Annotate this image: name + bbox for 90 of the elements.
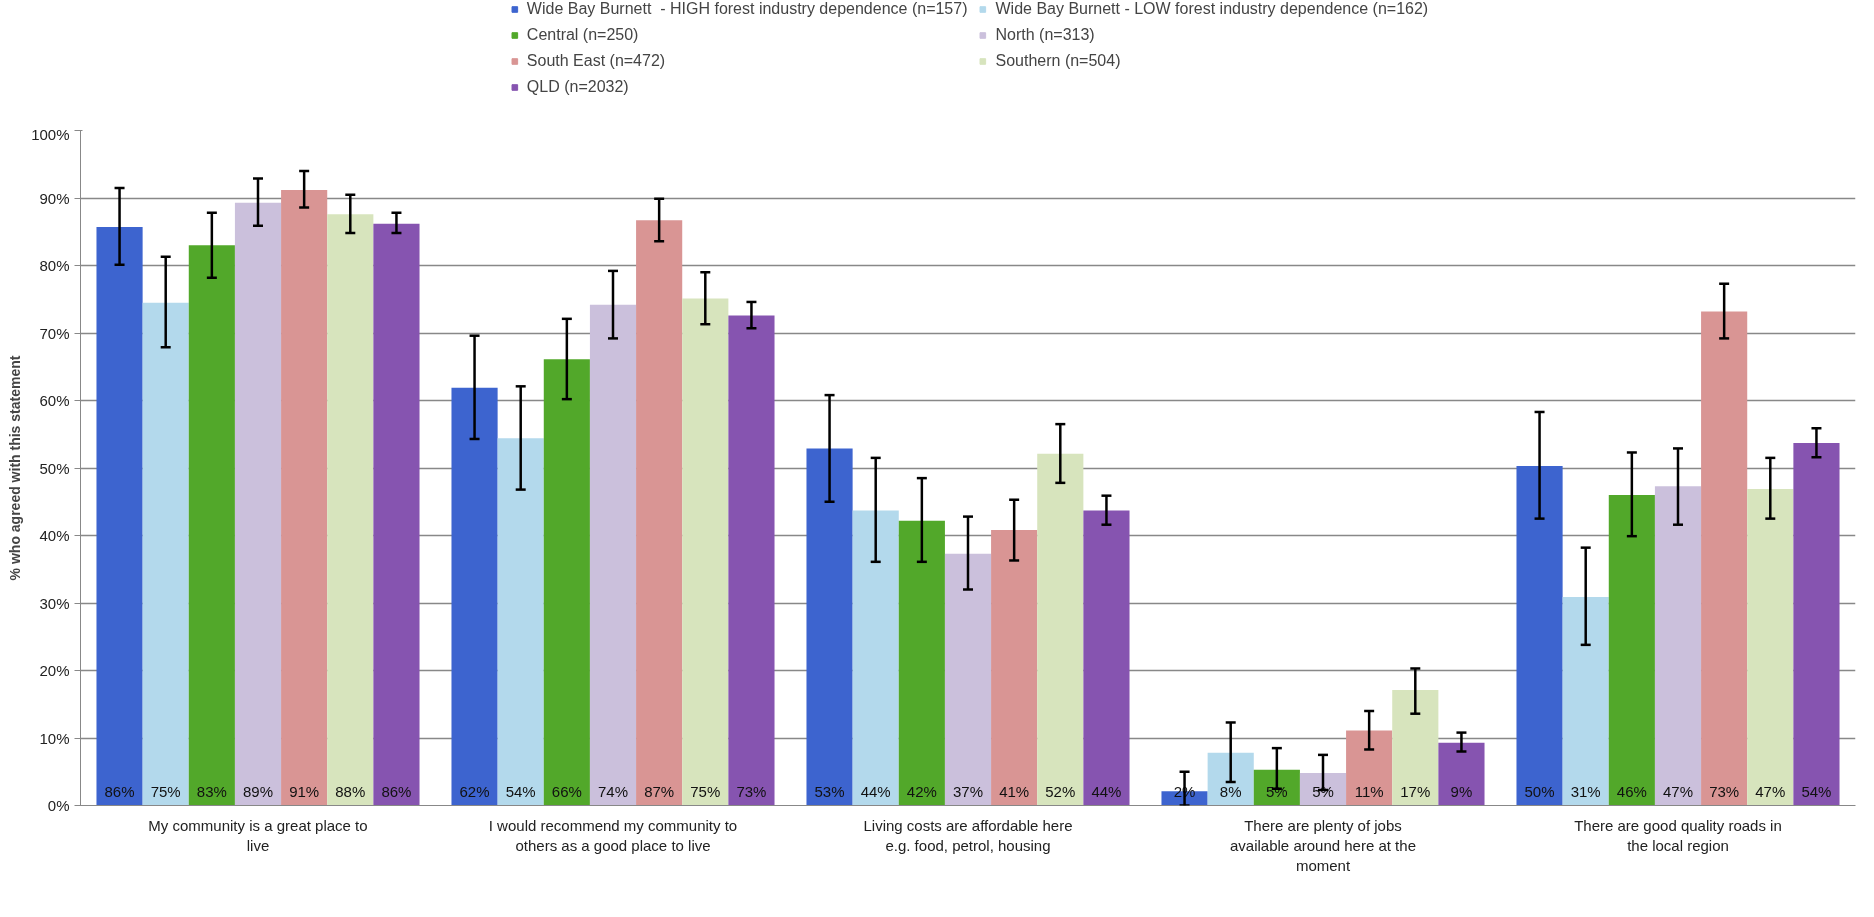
bar — [1562, 596, 1609, 806]
bar — [1438, 742, 1485, 806]
data-label: 54% — [505, 782, 536, 800]
bar — [1701, 311, 1748, 806]
bar — [1516, 465, 1563, 806]
data-label: 11% — [1354, 782, 1384, 800]
bar — [1346, 730, 1393, 806]
data-label: 44% — [1091, 782, 1122, 800]
data-label: 31% — [1570, 782, 1601, 800]
data-label: 75% — [150, 782, 181, 800]
bar — [1608, 495, 1655, 806]
y-tick-label: 60% — [39, 392, 70, 409]
y-tick-label: 80% — [39, 257, 70, 274]
data-label: 41% — [999, 782, 1030, 800]
x-tick-label: Living costs are affordable here e.g. food, petrol, housing — [863, 816, 1073, 854]
bar — [1083, 510, 1130, 806]
data-label: 52% — [1045, 782, 1076, 800]
bar — [682, 298, 729, 806]
y-tick-label: 20% — [39, 662, 70, 679]
y-tick-label: 0% — [47, 797, 70, 814]
y-tick-label: 30% — [39, 594, 70, 612]
bar — [991, 530, 1038, 806]
x-tick-label: My community is a great place to live — [148, 816, 368, 854]
data-label: 46% — [1616, 782, 1647, 800]
bar — [852, 510, 899, 806]
bar — [188, 245, 235, 806]
data-label: 42% — [906, 782, 937, 800]
data-label: 91% — [289, 782, 320, 800]
bar — [728, 315, 775, 806]
bar — [1299, 773, 1347, 806]
bar — [1392, 690, 1439, 806]
bar — [451, 387, 498, 806]
data-label: 86% — [104, 782, 135, 800]
legend-label: Central (n=250) — [526, 26, 639, 44]
bar — [1793, 443, 1840, 806]
data-label: 88% — [335, 782, 366, 800]
bar — [1207, 752, 1254, 806]
data-label: 73% — [1709, 782, 1740, 800]
bar — [636, 220, 683, 806]
bar — [1037, 453, 1084, 806]
data-label: 89% — [242, 782, 274, 800]
data-label: 17% — [1400, 782, 1431, 800]
legend-label: Wide Bay Burnett - HIGH forest industry dependence (n=157) — [526, 0, 968, 18]
data-label: 87% — [644, 782, 675, 800]
legend-label: Wide Bay Burnett - LOW forest industry dependence (n=162) — [995, 0, 1429, 18]
bar — [142, 302, 189, 806]
y-tick-label: 70% — [39, 324, 70, 342]
data-label: 75% — [690, 782, 721, 800]
data-label: 73% — [736, 782, 767, 800]
y-tick-label: 50% — [39, 459, 70, 477]
legend-label: Southern (n=504) — [995, 52, 1121, 70]
bar — [96, 227, 143, 806]
legend-label: QLD (n=2032) — [526, 78, 629, 96]
y-tick-label: 40% — [39, 527, 70, 544]
data-label: 44% — [860, 782, 891, 800]
data-label: 54% — [1801, 782, 1832, 800]
bar — [497, 438, 544, 806]
y-tick-label: 10% — [39, 729, 70, 747]
data-label: 53% — [814, 782, 845, 800]
data-label: 86% — [381, 782, 412, 800]
x-tick-label: There are plenty of jobs available around here at the moment — [1230, 816, 1416, 875]
data-label: 74% — [597, 782, 629, 800]
data-label: 50% — [1524, 782, 1555, 800]
data-label: 37% — [952, 782, 984, 800]
data-label: 8% — [1219, 782, 1242, 800]
bar — [281, 189, 328, 806]
bar — [543, 359, 590, 806]
y-tick-label: 90% — [39, 189, 70, 207]
bar — [234, 202, 282, 806]
data-label: 47% — [1662, 782, 1694, 800]
y-axis-title: % who agreed with this statement — [7, 355, 24, 581]
data-label: 62% — [459, 782, 490, 800]
x-tick-label: There are good quality roads in the local region — [1574, 816, 1782, 854]
data-label: 9% — [1450, 782, 1473, 800]
data-label: 66% — [551, 782, 582, 800]
bar — [327, 214, 374, 806]
bar — [373, 223, 420, 806]
data-label: 47% — [1755, 782, 1786, 800]
bar — [589, 304, 637, 806]
y-tick-label: 100% — [31, 125, 70, 143]
bar — [1747, 488, 1794, 806]
data-label: 83% — [196, 782, 227, 800]
bar — [898, 520, 945, 806]
bar — [806, 448, 853, 806]
x-tick-label: I would recommend my community to others as a good place to live — [488, 816, 738, 854]
bar — [944, 553, 992, 806]
bar — [1253, 769, 1300, 806]
legend-label: North (n=313) — [995, 26, 1095, 44]
legend-label: South East (n=472) — [526, 52, 666, 70]
bar — [1654, 486, 1702, 806]
